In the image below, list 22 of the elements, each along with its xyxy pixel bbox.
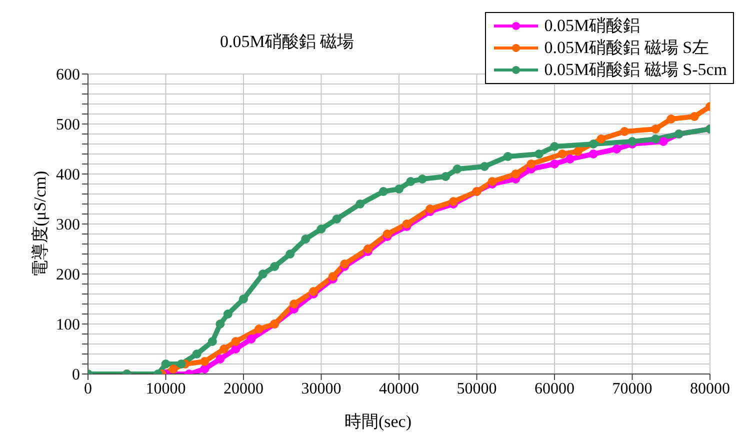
y-tick-label: 500: [56, 116, 80, 134]
x-tick-label: 30000: [301, 380, 342, 398]
legend-label: 0.05M硝酸鋁 磁場 S左: [544, 37, 710, 59]
x-tick-label: 70000: [612, 380, 652, 398]
y-tick-label: 0: [72, 366, 80, 384]
y-tick-label: 200: [56, 266, 80, 284]
x-tick-label: 80000: [690, 380, 730, 398]
x-tick-label: 20000: [224, 380, 264, 398]
y-tick-label: 100: [56, 316, 80, 334]
chart-title: 0.05M硝酸鋁 磁場: [220, 31, 354, 53]
y-tick-label: 400: [56, 166, 80, 184]
x-axis-title: 時間(sec): [343, 411, 413, 433]
y-tick-label: 600: [56, 66, 80, 84]
x-tick-label: 10000: [146, 380, 186, 398]
x-tick-label: 60000: [534, 380, 574, 398]
legend-label: 0.05M硝酸鋁: [544, 15, 640, 37]
y-tick-label: 300: [56, 216, 80, 234]
x-tick-label: 0: [84, 380, 92, 398]
legend-label: 0.05M硝酸鋁 磁場 S-5cm: [544, 59, 727, 81]
y-axis-title: 電導度(μS/cm): [30, 170, 50, 278]
x-tick-label: 50000: [456, 380, 497, 398]
x-tick-label: 40000: [379, 380, 419, 398]
